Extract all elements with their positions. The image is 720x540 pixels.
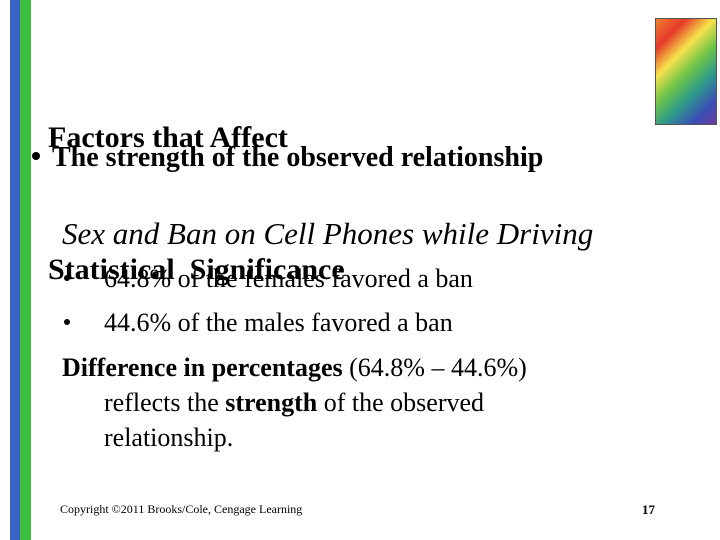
blue-stripe xyxy=(10,0,20,540)
bullet-dot xyxy=(64,275,70,281)
title-line: Factors that Affect xyxy=(48,121,288,154)
paragraph-run: strength xyxy=(225,388,318,417)
paragraph-run: (64.8% – 44.6%) reflects the xyxy=(104,353,527,417)
decor-image xyxy=(655,18,717,125)
paragraph-run: Difference in percentages xyxy=(62,353,343,382)
main-bullet-text: The strength of the observed relationshi… xyxy=(52,142,544,173)
item-text: 44.6% of the males favored a ban xyxy=(104,308,453,337)
item: 64.8% of the females favored a ban xyxy=(62,264,473,294)
bullet-dot xyxy=(32,152,40,160)
title-line: Statistical Significance xyxy=(48,253,345,286)
page-number: 17 xyxy=(642,502,655,517)
paragraph-run: of the observed relationship. xyxy=(104,388,485,452)
bullet-dot xyxy=(64,319,70,325)
paragraph: Difference in percentages (64.8% – 44.6%… xyxy=(62,350,602,455)
copyright: Copyright ©2011 Brooks/Cole, Cengage Lea… xyxy=(60,502,303,516)
item: 44.6% of the males favored a ban xyxy=(62,308,453,338)
subtitle: Sex and Ban on Cell Phones while Driving xyxy=(62,216,594,251)
green-stripe xyxy=(20,0,31,540)
main-bullet: The strength of the observed relationshi… xyxy=(32,142,543,174)
item-text: 64.8% of the females favored a ban xyxy=(104,264,473,293)
title: Factors that Affect Statistical Signific… xyxy=(48,28,345,380)
